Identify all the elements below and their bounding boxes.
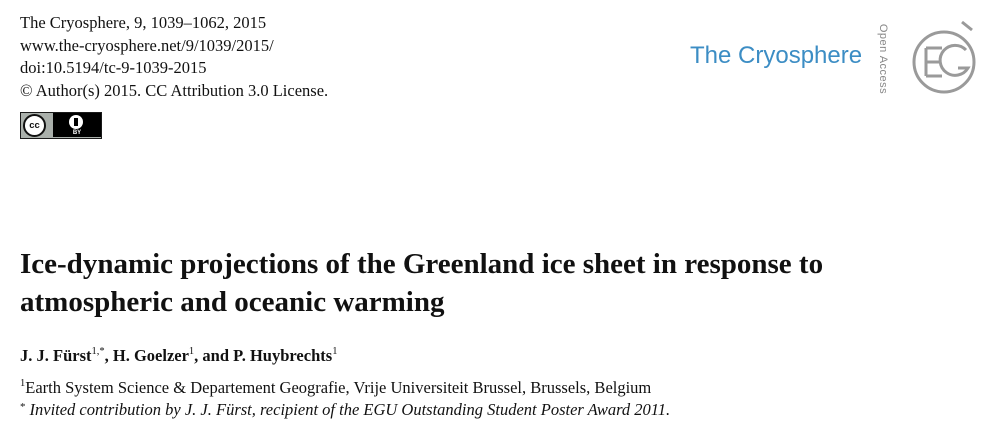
citation-block: The Cryosphere, 9, 1039–1062, 2015 www.t… [20,12,328,102]
by-label: BY [72,130,82,136]
note-text: Invited contribution by J. J. Fürst, rec… [29,400,671,419]
egu-globe-logo-icon [912,20,976,94]
cc-by-license-badge[interactable]: cc BY [20,112,102,139]
affiliation-text: Earth System Science & Departement Geogr… [25,378,652,397]
author-name: J. J. Fürst [20,346,92,365]
license-line: © Author(s) 2015. CC Attribution 3.0 Lic… [20,80,329,100]
contribution-note: * Invited contribution by J. J. Fürst, re… [20,400,670,420]
author-affiliation-mark: 1 [188,345,195,357]
note-marker: * [20,401,26,413]
title-line-2: atmospheric and oceanic warming [20,286,445,318]
author-name: P. Huybrechts [233,346,333,365]
affiliation: 1Earth System Science & Departement Geog… [20,378,651,398]
article-title: Ice-dynamic projections of the Greenland… [20,245,980,321]
author-name: H. Goelzer [112,346,189,365]
citation-line: The Cryosphere, 9, 1039–1062, 2015 [20,13,267,32]
open-access-label: Open Access [877,23,889,95]
attribution-person-icon [69,115,83,129]
author-separator: , [104,346,113,365]
author-affiliation-mark: 1,* [91,345,105,357]
journal-url[interactable]: www.the-cryosphere.net/9/1039/2015/ [20,35,274,55]
author-separator: , and [194,346,234,365]
journal-name: The Cryosphere [690,42,863,69]
author-affiliation-mark: 1 [332,345,338,357]
author-list: J. J. Fürst1,*, H. Goelzer1, and P. Huyb… [20,346,337,366]
doi[interactable]: doi:10.5194/tc-9-1039-2015 [20,58,207,77]
affiliation-mark: 1 [20,377,26,389]
cc-icon: cc [23,114,46,137]
title-line-1: Ice-dynamic projections of the Greenland… [20,248,824,280]
